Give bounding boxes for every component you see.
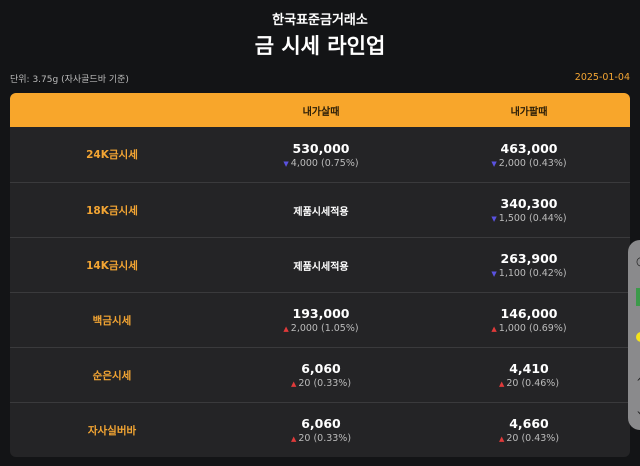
buy-cell: 6,060 ▲ 20 (0.33%) xyxy=(214,416,428,444)
buy-cell: 제품시세적용 xyxy=(214,258,428,273)
brand-name: 한국표준금거래소 xyxy=(272,13,368,28)
arrow-down-icon: ▼ xyxy=(283,159,289,168)
unit-label: 단위: 3.75g (자사골드바 기준) xyxy=(10,75,129,85)
item-name: 자사실버바 xyxy=(87,424,137,437)
sell-price: 263,900 xyxy=(500,251,558,266)
table-row: 자사실버바 6,060 ▲ 20 (0.33%) 4,660 ▲ 20 (0.43%) xyxy=(10,402,630,457)
price-table: 내가살때 내가팔때 24K금시세 530,000 ▼ 4,000 (0.75%) 463… xyxy=(10,93,630,457)
buy-price: 530,000 xyxy=(292,140,350,156)
item-name: 순은시세 xyxy=(92,369,132,382)
arrow-up-icon: ▲ xyxy=(290,435,297,443)
buy-cell: 6,060 ▲ 20 (0.33%) xyxy=(214,361,428,389)
green-indicator-icon[interactable] xyxy=(636,288,640,306)
chevron-up-icon[interactable]: ^ xyxy=(636,375,640,389)
sell-cell: 146,000 ▲ 1,000 (0.69%) xyxy=(428,306,630,334)
chevron-down-icon[interactable]: ^ xyxy=(636,403,640,417)
sell-change: 1,500 (0.44%) xyxy=(498,213,567,224)
item-name: 18K금시세 xyxy=(86,204,138,217)
sell-cell: 340,300 ▼ 1,500 (0.44%) xyxy=(428,196,630,224)
sell-cell: 4,410 ▲ 20 (0.46%) xyxy=(428,361,630,389)
yellow-dot-icon[interactable] xyxy=(636,332,640,342)
page-title: 금 시세 라인업 xyxy=(254,34,386,58)
buy-change: 4,000 (0.75%) xyxy=(290,157,359,169)
arrow-up-icon: ▲ xyxy=(498,380,505,388)
circle-icon[interactable]: ○ xyxy=(636,254,640,268)
buy-price: 6,060 xyxy=(301,416,341,431)
buy-change: 20 (0.33%) xyxy=(298,433,352,444)
floating-side-widget[interactable]: ○ ^ ^ xyxy=(628,240,640,430)
table-header: 내가살때 내가팔때 xyxy=(10,93,630,127)
buy-price: 193,000 xyxy=(292,306,350,321)
sell-price: 4,410 xyxy=(509,361,549,376)
buy-cell: 193,000 ▲ 2,000 (1.05%) xyxy=(214,306,428,334)
arrow-up-icon: ▲ xyxy=(498,435,505,443)
item-name: 14K금시세 xyxy=(86,259,138,272)
sell-price: 4,660 xyxy=(509,416,549,431)
buy-cell: 530,000 ▼ 4,000 (0.75%) xyxy=(214,141,428,169)
sell-cell: 4,660 ▲ 20 (0.43%) xyxy=(428,416,630,444)
arrow-down-icon: ▼ xyxy=(491,270,497,278)
arrow-down-icon: ▼ xyxy=(491,159,497,168)
arrow-down-icon: ▼ xyxy=(491,215,497,223)
sell-change: 20 (0.46%) xyxy=(506,378,560,389)
sell-change: 2,000 (0.43%) xyxy=(498,157,567,169)
sell-cell: 463,000 ▼ 2,000 (0.43%) xyxy=(428,141,630,169)
buy-note: 제품시세적용 xyxy=(293,206,349,218)
sell-price: 340,300 xyxy=(500,196,558,211)
column-header-buy: 내가살때 xyxy=(302,106,340,118)
buy-change: 2,000 (1.05%) xyxy=(290,323,359,334)
arrow-up-icon: ▲ xyxy=(491,325,497,333)
arrow-up-icon: ▲ xyxy=(283,325,289,333)
buy-change: 20 (0.33%) xyxy=(298,378,352,389)
table-row: 18K금시세 제품시세적용 340,300 ▼ 1,500 (0.44%) xyxy=(10,182,630,237)
sell-price: 463,000 xyxy=(500,140,558,156)
column-header-sell: 내가팔때 xyxy=(510,106,548,118)
item-name: 24K금시세 xyxy=(86,149,138,161)
arrow-up-icon: ▲ xyxy=(290,380,297,388)
buy-note: 제품시세적용 xyxy=(293,261,349,273)
table-row: 24K금시세 530,000 ▼ 4,000 (0.75%) 463,000 ▼ 2,000… xyxy=(10,127,630,182)
date-label: 2025-01-04 xyxy=(574,72,630,83)
sell-change: 20 (0.43%) xyxy=(506,433,560,444)
table-row: 순은시세 6,060 ▲ 20 (0.33%) 4,410 ▲ 20 (0.46%) xyxy=(10,347,630,402)
table-row: 백금시세 193,000 ▲ 2,000 (1.05%) 146,000 ▲ 1,000 (… xyxy=(10,292,630,347)
sell-change: 1,000 (0.69%) xyxy=(498,323,567,334)
sell-price: 146,000 xyxy=(500,306,558,321)
sell-change: 1,100 (0.42%) xyxy=(498,268,567,279)
buy-price: 6,060 xyxy=(301,361,341,376)
sell-cell: 263,900 ▼ 1,100 (0.42%) xyxy=(428,251,630,279)
item-name: 백금시세 xyxy=(92,314,132,327)
table-row: 14K금시세 제품시세적용 263,900 ▼ 1,100 (0.42%) xyxy=(10,237,630,292)
buy-cell: 제품시세적용 xyxy=(214,203,428,218)
